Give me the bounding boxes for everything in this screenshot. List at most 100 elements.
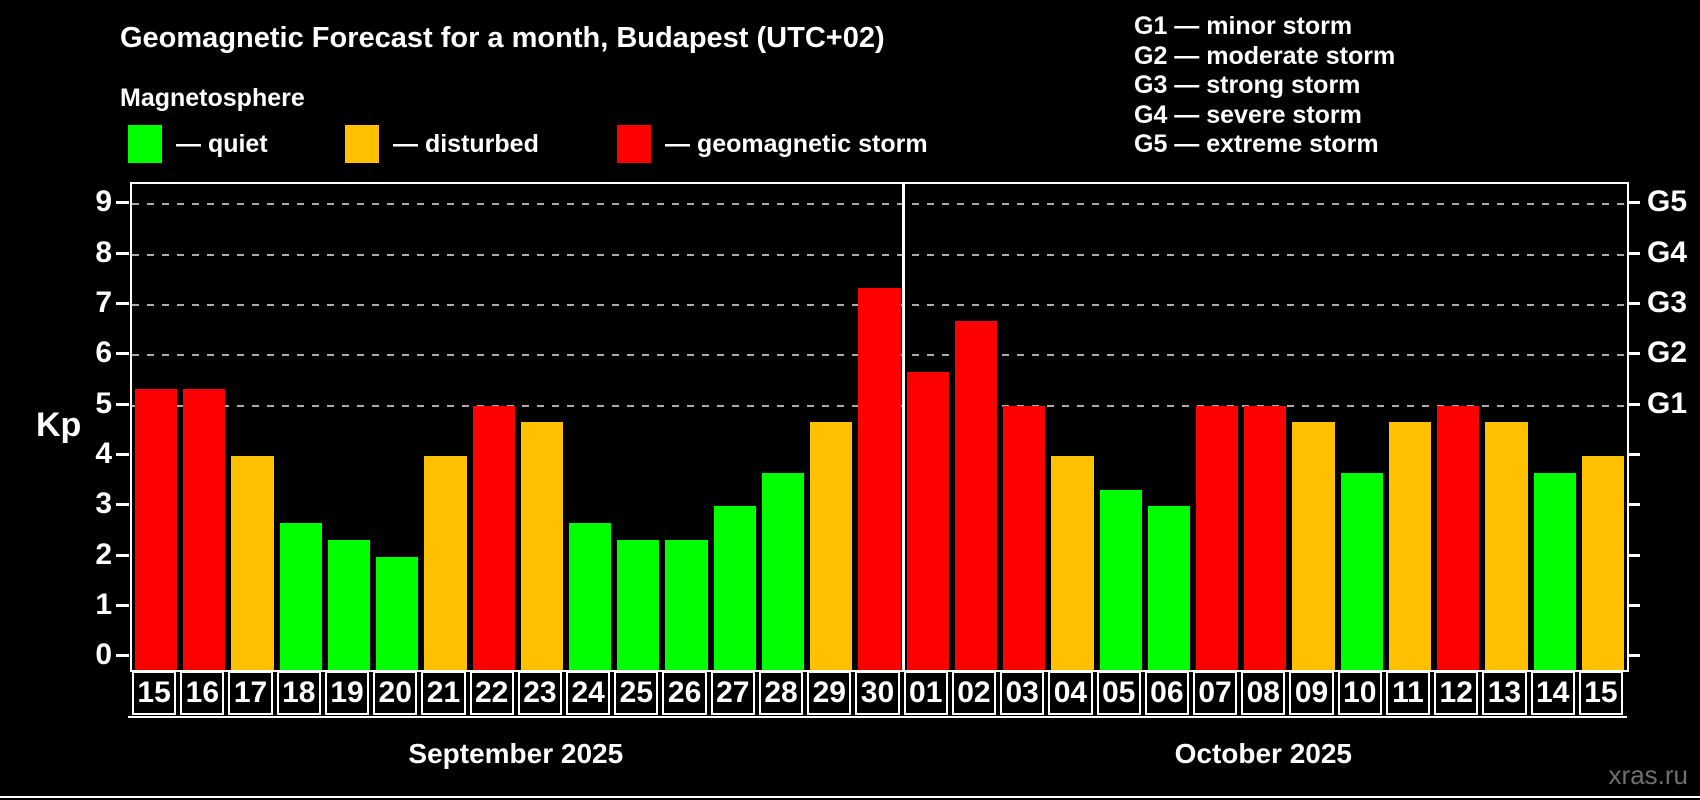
kp-bar-day-22 [472,405,515,670]
date-cell-oct-10: 10 [1337,671,1382,715]
kp-bar-day-27 [713,506,756,670]
date-cell-oct-07: 07 [1192,671,1238,715]
y-axis-tick-4 [116,452,129,456]
date-cell-oct-11: 11 [1385,671,1431,715]
kp-bar-day-07 [1195,405,1239,670]
kp-bar-day-21 [424,455,467,670]
month-label-october: October 2025 [1174,738,1353,769]
month-boundary-line [902,184,906,670]
legend-swatch-disturbed [345,125,379,163]
right-axis-label-g3: G3 [1647,285,1688,319]
g-scale-line-5: G5 — extreme storm [1134,130,1379,158]
date-cell-oct-04: 04 [1048,671,1093,715]
legend-label-storm: — geomagnetic storm [665,129,928,158]
date-cell-oct-08: 08 [1241,671,1286,715]
kp-bar-day-29 [810,422,853,670]
y-axis-label-8: 8 [95,235,112,269]
kp-bar-day-13 [1485,422,1528,670]
date-cell-sep-30: 30 [855,671,900,715]
date-cell-oct-12: 12 [1434,671,1479,715]
g-scale-line-1: G1 — minor storm [1134,12,1353,40]
date-cell-sep-21: 21 [421,671,466,715]
kp-bar-day-04 [1051,455,1094,670]
right-axis-tick-1 [1627,604,1640,608]
y-axis-tick-6 [116,352,129,356]
y-axis-tick-9 [116,201,129,205]
date-cell-oct-15: 15 [1578,671,1623,715]
y-axis-label-6: 6 [95,336,112,370]
legend-swatch-quiet [128,125,162,163]
kp-bar-day-03 [1003,405,1046,670]
kp-bar-day-15 [1581,455,1624,670]
gridline-g4 [132,253,1627,256]
right-axis-tick-0 [1627,654,1640,658]
g-scale-line-3: G3 — strong storm [1134,71,1361,99]
date-cell-oct-05: 05 [1096,671,1141,715]
date-cell-sep-17: 17 [228,671,273,715]
y-axis-tick-3 [116,503,129,507]
month-label-september: September 2025 [408,738,624,769]
plot-area [130,182,1629,672]
kp-bar-day-11 [1388,422,1432,670]
watermark: xras.ru [1608,760,1688,790]
y-axis-label-2: 2 [95,537,112,571]
date-cell-oct-01: 01 [903,671,948,715]
kp-bar-day-20 [376,556,419,670]
date-cell-sep-18: 18 [276,671,321,715]
g-scale-line-4: G4 — severe storm [1134,100,1362,129]
kp-bar-day-05 [1099,489,1142,670]
kp-bar-day-14 [1533,472,1576,670]
y-axis-tick-7 [116,301,129,305]
date-cell-sep-16: 16 [180,671,225,715]
kp-bar-day-08 [1244,405,1287,670]
legend-label-quiet: — quiet [176,129,268,158]
kp-bar-day-01 [906,371,949,670]
legend-label-disturbed: — disturbed [393,129,539,158]
y-axis-tick-8 [116,251,129,255]
date-cell-sep-15: 15 [132,671,177,715]
date-cell-sep-23: 23 [517,671,563,715]
kp-bar-day-24 [569,522,612,670]
right-axis-tick-5 [1627,402,1640,406]
date-cell-sep-26: 26 [662,671,707,715]
kp-bar-day-17 [231,455,274,670]
kp-bar-day-02 [954,321,998,670]
g-scale-line-2: G2 — moderate storm [1134,41,1396,70]
y-axis-label-9: 9 [95,185,112,219]
g-scale-legend: G1 — minor storm G2 — moderate storm G3 — … [1134,12,1395,160]
kp-bar-day-06 [1147,506,1190,670]
date-cell-oct-03: 03 [1000,671,1045,715]
y-axis-tick-1 [116,604,129,608]
right-axis-tick-8 [1627,251,1640,255]
date-row-underline [128,716,1627,718]
y-axis-label-0: 0 [95,638,112,672]
date-cell-oct-02: 02 [951,671,997,715]
legend-item-storm: — geomagnetic storm [617,124,928,164]
y-axis-label-7: 7 [95,285,112,319]
date-cell-sep-29: 29 [807,671,852,715]
right-axis-label-g2: G2 [1647,336,1688,370]
right-axis-label-g5: G5 [1647,185,1688,219]
y-axis-label-3: 3 [95,487,112,521]
chart-subtitle: Magnetosphere [120,84,305,112]
right-axis-tick-6 [1627,352,1640,356]
kp-bar-day-10 [1340,472,1383,670]
legend-item-quiet: — quiet [128,124,268,164]
legend-swatch-storm [617,125,651,163]
date-cell-sep-27: 27 [710,671,755,715]
date-cell-oct-13: 13 [1482,671,1527,715]
y-axis-label-1: 1 [95,588,112,622]
right-axis-tick-3 [1627,503,1640,507]
y-axis-title: Kp [36,406,82,444]
date-cell-sep-20: 20 [373,671,418,715]
date-cell-oct-14: 14 [1530,671,1575,715]
gridline-g5 [132,203,1627,206]
date-cell-sep-25: 25 [614,671,659,715]
kp-bar-day-30 [858,288,901,670]
kp-bar-day-26 [665,540,708,670]
date-cell-oct-09: 09 [1289,671,1334,715]
date-cell-sep-22: 22 [469,671,514,715]
y-axis-label-5: 5 [95,386,112,420]
date-cell-oct-06: 06 [1144,671,1189,715]
